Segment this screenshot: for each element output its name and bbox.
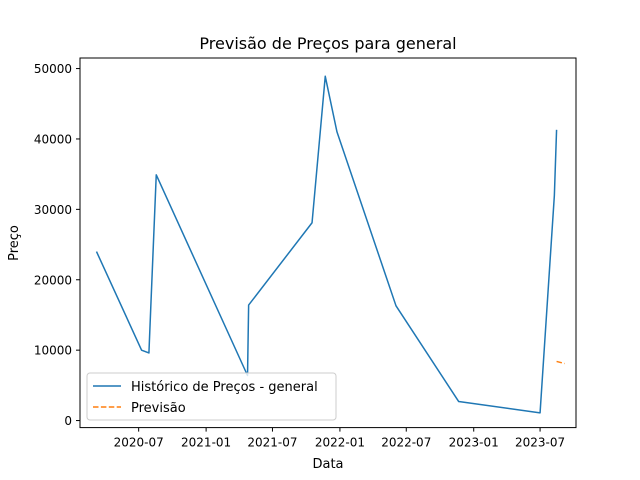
y-tick-label: 30000 [34, 203, 72, 217]
axes-frame [79, 57, 577, 429]
series-line-previsao [556, 360, 565, 365]
y-tick-label: 50000 [34, 62, 72, 76]
x-tick-label: 2022-07 [381, 436, 431, 450]
legend-box [86, 372, 337, 421]
x-tick-label: 2020-07 [114, 436, 164, 450]
x-tick-label: 2021-01 [181, 436, 231, 450]
x-tick-label: 2023-01 [449, 436, 499, 450]
legend-label-previsao: Previsão [131, 401, 186, 416]
legend: Histórico de Preços - general Previsão [86, 372, 337, 421]
x-axis: 2020-07 2021-01 2021-07 2022-01 2022-07 2023-… [114, 427, 565, 450]
y-axis-label: Preço [7, 225, 22, 261]
x-tick-label: 2022-01 [315, 436, 365, 450]
x-axis-label: Data [312, 457, 343, 472]
series-layer [95, 75, 565, 414]
series-line-historico [95, 75, 558, 414]
y-tick-label: 10000 [34, 344, 72, 358]
y-axis: 0 10000 20000 30000 40000 50000 [34, 62, 80, 428]
y-tick-label: 20000 [34, 273, 72, 287]
y-tick-label: 40000 [34, 132, 72, 146]
y-tick-label: 0 [64, 414, 72, 428]
legend-label-historico: Histórico de Preços - general [131, 380, 318, 395]
chart-title: Previsão de Preços para general [199, 34, 456, 53]
x-tick-label: 2021-07 [247, 436, 297, 450]
x-tick-label: 2023-07 [515, 436, 565, 450]
